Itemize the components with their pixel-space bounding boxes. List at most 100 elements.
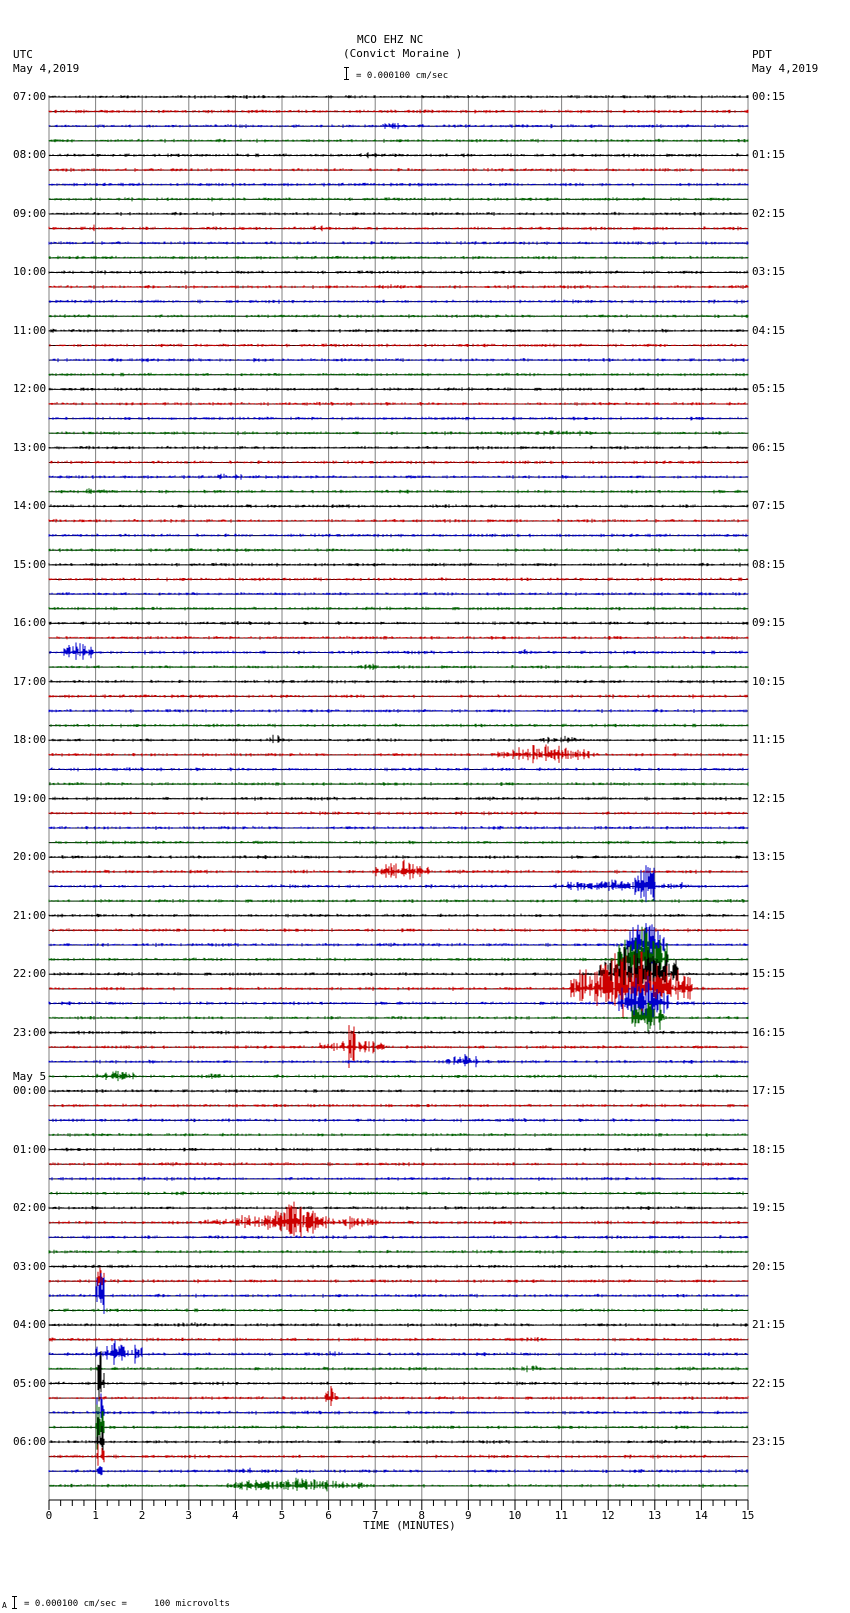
left-time-label: 14:00 bbox=[13, 499, 47, 513]
right-date: May 4,2019 bbox=[752, 62, 819, 75]
left-time-label: 13:00 bbox=[13, 440, 47, 454]
right-time-label: 10:15 bbox=[752, 674, 786, 688]
left-time-label: 20:00 bbox=[13, 850, 47, 864]
trace-2 bbox=[48, 122, 749, 130]
time-axis bbox=[48, 1499, 749, 1510]
x-tick-label: 4 bbox=[232, 1509, 239, 1522]
x-tick-label: 14 bbox=[694, 1509, 708, 1522]
trace-11 bbox=[48, 255, 749, 260]
right-time-label: 14:15 bbox=[752, 908, 786, 922]
right-timezone: PDT bbox=[752, 48, 772, 61]
trace-0 bbox=[48, 95, 749, 99]
right-time-label: 19:15 bbox=[752, 1201, 786, 1215]
trace-64 bbox=[48, 1030, 749, 1035]
trace-41 bbox=[48, 694, 749, 699]
trace-25 bbox=[48, 460, 749, 465]
trace-53 bbox=[48, 859, 749, 880]
trace-22 bbox=[48, 416, 749, 421]
left-time-label: 03:00 bbox=[13, 1259, 47, 1273]
right-time-label: 02:15 bbox=[752, 206, 786, 220]
x-tick-label: 7 bbox=[371, 1509, 379, 1522]
trace-72 bbox=[48, 1147, 749, 1152]
right-time-label: 15:15 bbox=[752, 967, 786, 981]
trace-89 bbox=[48, 1386, 749, 1406]
x-tick-label: 1 bbox=[92, 1509, 99, 1522]
trace-26 bbox=[48, 473, 749, 480]
footer-scale-text: = 0.000100 cm/sec = 100 microvolts bbox=[24, 1599, 230, 1609]
right-time-label: 07:15 bbox=[752, 499, 786, 513]
trace-93 bbox=[48, 1444, 749, 1466]
trace-1 bbox=[48, 109, 749, 114]
right-time-label: 00:15 bbox=[752, 90, 786, 103]
x-tick-label: 2 bbox=[138, 1509, 146, 1522]
trace-12 bbox=[48, 270, 749, 275]
right-time-label: 04:15 bbox=[752, 323, 786, 337]
left-time-label: 11:00 bbox=[13, 323, 47, 337]
right-time-label: 09:15 bbox=[752, 616, 786, 630]
trace-94 bbox=[48, 1466, 749, 1476]
trace-38 bbox=[48, 642, 749, 660]
trace-61 bbox=[48, 951, 749, 1019]
trace-65 bbox=[48, 1025, 749, 1068]
x-tick-label: 6 bbox=[325, 1509, 332, 1522]
trace-10 bbox=[48, 241, 749, 245]
trace-17 bbox=[48, 343, 749, 348]
trace-78 bbox=[48, 1235, 749, 1240]
trace-87 bbox=[48, 1365, 749, 1373]
x-tick-label: 15 bbox=[741, 1509, 755, 1522]
x-tick-label: 13 bbox=[648, 1509, 662, 1522]
trace-47 bbox=[48, 782, 749, 787]
trace-49 bbox=[48, 811, 749, 816]
trace-63 bbox=[48, 1002, 749, 1032]
trace-50 bbox=[48, 825, 749, 830]
trace-8 bbox=[48, 211, 749, 216]
trace-62 bbox=[48, 975, 749, 1022]
trace-80 bbox=[48, 1264, 749, 1269]
left-time-label: 17:00 bbox=[13, 674, 47, 688]
left-date-label: May 5 bbox=[13, 1070, 47, 1084]
left-time-label: 09:00 bbox=[13, 206, 47, 220]
trace-55 bbox=[48, 899, 749, 903]
x-tick-label: 12 bbox=[601, 1509, 615, 1522]
left-time-label: 04:00 bbox=[13, 1318, 47, 1332]
trace-81 bbox=[48, 1267, 749, 1292]
right-time-label: 23:15 bbox=[752, 1435, 786, 1449]
trace-24 bbox=[48, 445, 749, 450]
left-time-label: 05:00 bbox=[13, 1376, 47, 1390]
trace-70 bbox=[48, 1118, 749, 1123]
trace-73 bbox=[48, 1162, 749, 1167]
trace-69 bbox=[48, 1103, 749, 1108]
trace-37 bbox=[48, 635, 749, 640]
trace-9 bbox=[48, 224, 749, 232]
right-time-label: 16:15 bbox=[752, 1025, 786, 1039]
trace-57 bbox=[48, 928, 749, 933]
trace-71 bbox=[48, 1132, 749, 1137]
right-time-label: 17:15 bbox=[752, 1084, 786, 1098]
footer-prefix: A bbox=[2, 1601, 7, 1610]
station-code: MCO EHZ NC bbox=[357, 33, 424, 46]
x-tick-label: 11 bbox=[554, 1509, 569, 1522]
left-time-label: 19:00 bbox=[13, 791, 47, 805]
trace-3 bbox=[48, 138, 749, 143]
trace-86 bbox=[48, 1340, 749, 1365]
trace-27 bbox=[48, 488, 749, 494]
right-time-label: 13:15 bbox=[752, 850, 786, 864]
trace-54 bbox=[48, 865, 749, 903]
left-time-label: 02:00 bbox=[13, 1201, 47, 1215]
right-time-label: 22:15 bbox=[752, 1376, 786, 1390]
left-time-label: 06:00 bbox=[13, 1435, 47, 1449]
trace-15 bbox=[48, 314, 749, 319]
trace-76 bbox=[48, 1206, 749, 1210]
x-tick-label: 5 bbox=[278, 1509, 286, 1522]
right-time-label: 21:15 bbox=[752, 1318, 786, 1332]
trace-95 bbox=[48, 1477, 749, 1492]
trace-77 bbox=[48, 1201, 749, 1237]
left-time-label: 12:00 bbox=[13, 382, 47, 396]
trace-13 bbox=[48, 284, 749, 290]
right-time-label: 08:15 bbox=[752, 557, 786, 571]
trace-7 bbox=[48, 197, 749, 202]
trace-32 bbox=[48, 562, 749, 567]
trace-75 bbox=[48, 1191, 749, 1196]
trace-84 bbox=[48, 1322, 749, 1328]
